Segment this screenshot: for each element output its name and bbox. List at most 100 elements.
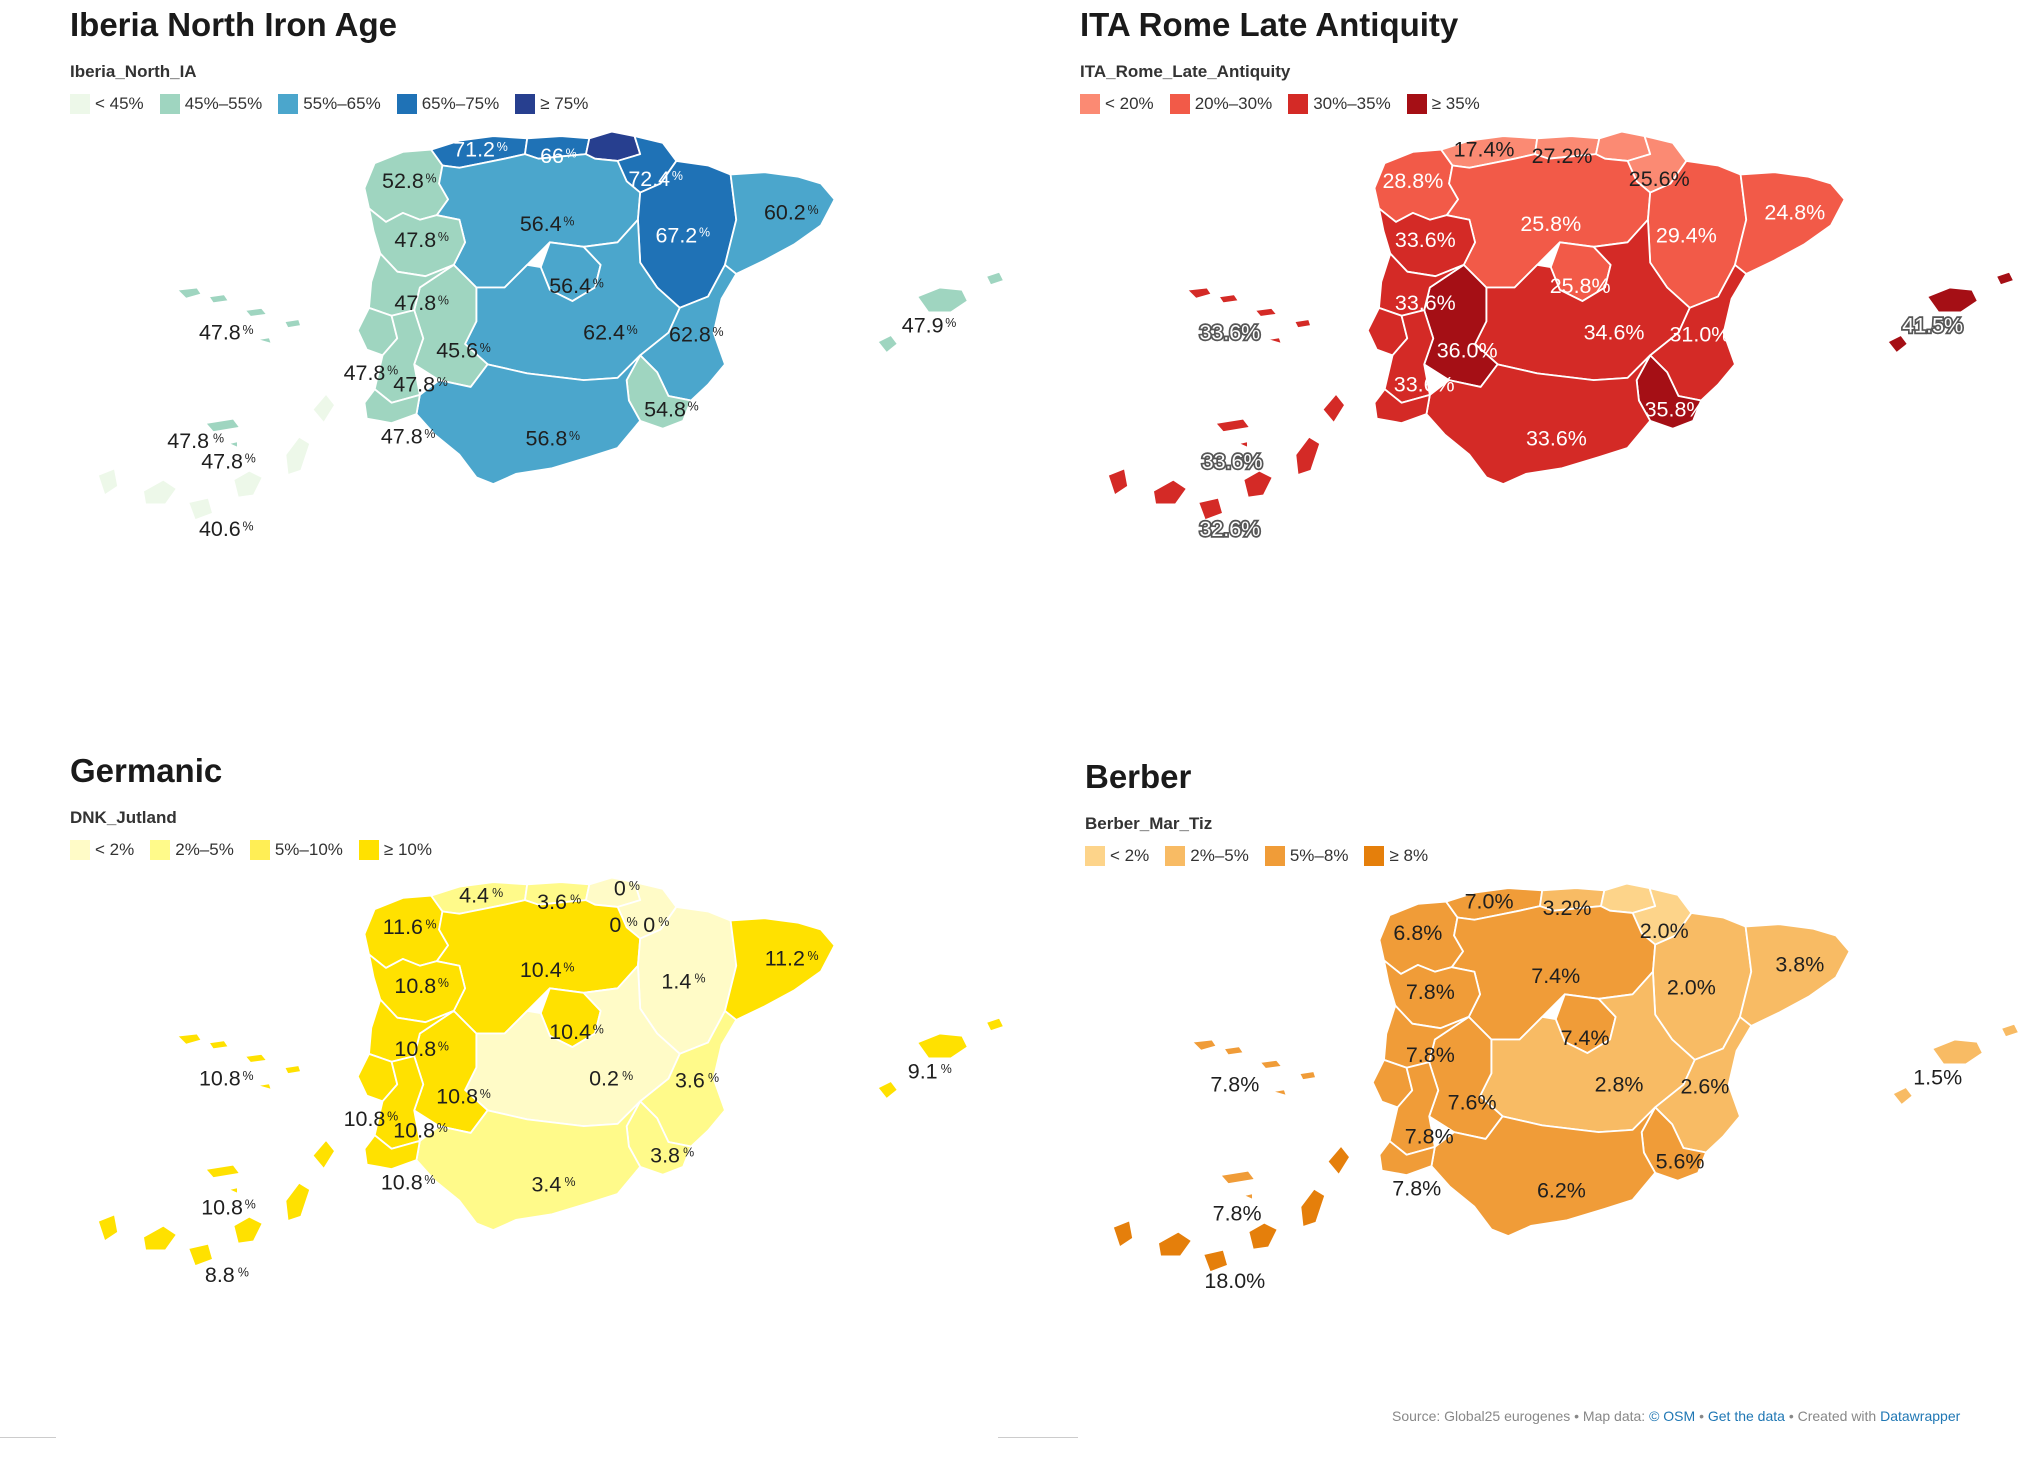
source-credit: Source: Global25 eurogenes • Map data: ©… <box>1392 1408 1960 1424</box>
legend-swatch <box>1288 94 1309 114</box>
region-value-label: 24.8% <box>1764 201 1825 225</box>
region-value-label: 47.8 <box>201 449 243 473</box>
percent-sign: % <box>694 972 705 986</box>
region-balearic[interactable] <box>1886 270 2015 354</box>
region-madeira[interactable] <box>204 417 242 449</box>
percent-sign: % <box>563 960 574 974</box>
labels-group: 28.8% 17.4% 27.2% 25.6% 25.8% 29.4% 24.8% 25.8%… <box>1198 137 1965 542</box>
region-value-label: 72.4 <box>628 167 670 191</box>
legend-item: 2%–5% <box>150 840 234 860</box>
region-balearic[interactable] <box>876 1016 1005 1100</box>
percent-sign: % <box>941 1062 952 1076</box>
region-value-label: 28.8% <box>1382 169 1443 193</box>
region-portugal-algarve[interactable] <box>1373 388 1431 425</box>
region-catalonia[interactable] <box>1734 171 1846 275</box>
percent-sign: % <box>672 169 683 183</box>
region-value-label: 7.4% <box>1561 1026 1610 1050</box>
legend-label: ≥ 10% <box>383 840 432 859</box>
region-canaries[interactable] <box>1106 392 1347 522</box>
region-value-label: 41.5% <box>1902 314 1963 338</box>
regions-group <box>96 876 1005 1268</box>
region-value-label: 2.0% <box>1640 919 1689 943</box>
region-value-label: 33.6% <box>1202 449 1263 473</box>
percent-sign: % <box>564 1175 575 1189</box>
region-value-label: 7.8% <box>1406 1043 1455 1067</box>
region-value-label: 3.8 <box>650 1143 680 1167</box>
region-value-label: 7.8% <box>1406 980 1455 1004</box>
region-andalusia[interactable] <box>1425 354 1652 486</box>
region-catalonia[interactable] <box>1739 923 1851 1027</box>
region-value-label: 10.8 <box>393 1118 435 1142</box>
legend-item: 20%–30% <box>1169 94 1272 114</box>
region-azores[interactable] <box>1185 286 1313 345</box>
region-portugal-centre[interactable] <box>368 998 455 1063</box>
region-value-label: 10.8 <box>394 974 436 998</box>
region-portugal-algarve[interactable] <box>363 388 421 425</box>
region-value-label: 3.8% <box>1775 953 1824 977</box>
region-portugal-centre[interactable] <box>1378 252 1465 317</box>
region-value-label: 56.8 <box>526 427 568 451</box>
legend-swatch <box>70 840 90 860</box>
region-value-label: 2.8% <box>1595 1072 1644 1096</box>
separator: • <box>1699 1408 1704 1424</box>
region-value-label: 10.8 <box>436 1085 478 1109</box>
percent-sign: % <box>242 1069 253 1083</box>
region-value-label: 62.4 <box>583 320 625 344</box>
region-madeira[interactable] <box>1214 417 1252 449</box>
region-value-label: 11.6 <box>383 915 423 939</box>
region-canaries[interactable] <box>96 392 337 522</box>
legend-swatch <box>1169 94 1190 114</box>
region-canaries[interactable] <box>96 1138 337 1268</box>
legend-item: ≥ 35% <box>1406 94 1480 114</box>
region-balearic[interactable] <box>876 270 1005 354</box>
region-value-label: 0 <box>614 877 626 901</box>
choropleth-map: 28.8% 17.4% 27.2% 25.6% 25.8% 29.4% 24.8% 25.8%… <box>1106 130 2015 543</box>
region-azores[interactable] <box>175 1032 303 1091</box>
percent-sign: % <box>387 364 398 378</box>
percent-sign: % <box>807 203 818 217</box>
osm-link[interactable]: © OSM <box>1649 1408 1696 1424</box>
region-portugal-algarve[interactable] <box>363 1134 421 1171</box>
region-azores[interactable] <box>175 286 303 345</box>
region-catalonia[interactable] <box>724 171 836 275</box>
region-madeira[interactable] <box>204 1163 242 1195</box>
percent-sign: % <box>807 949 818 963</box>
region-azores[interactable] <box>1190 1038 1318 1097</box>
region-value-label: 10.8 <box>394 1037 436 1061</box>
region-catalonia[interactable] <box>724 917 836 1021</box>
region-andalusia[interactable] <box>415 1100 642 1232</box>
region-value-label: 0 <box>609 913 621 937</box>
panel-title: Germanic <box>70 752 223 789</box>
region-portugal-centre[interactable] <box>1383 1004 1470 1069</box>
region-value-label: 6.8% <box>1393 921 1442 945</box>
percent-sign: % <box>242 519 253 533</box>
region-balearic[interactable] <box>1891 1022 2020 1106</box>
region-value-label: 60.2 <box>764 201 806 225</box>
region-andalusia[interactable] <box>1430 1106 1657 1238</box>
region-value-label: 56.4 <box>549 274 591 298</box>
region-value-label: 2.6% <box>1680 1075 1729 1099</box>
percent-sign: % <box>713 325 724 339</box>
legend-label: 30%–35% <box>1313 94 1391 113</box>
get-the-data-link[interactable]: Get the data <box>1707 1408 1785 1424</box>
region-andalusia[interactable] <box>415 354 642 486</box>
legend-swatch <box>1364 846 1385 866</box>
legend-swatch <box>396 94 417 114</box>
percent-sign: % <box>492 886 503 900</box>
percent-sign: % <box>569 429 580 443</box>
region-value-label: 10.8 <box>201 1195 243 1219</box>
percent-sign: % <box>426 917 437 931</box>
region-value-label: 11.2 <box>765 947 805 971</box>
legend-item: 30%–35% <box>1288 94 1391 114</box>
percent-sign: % <box>480 341 491 355</box>
region-portugal-algarve[interactable] <box>1378 1140 1436 1177</box>
datawrapper-link[interactable]: Datawrapper <box>1880 1408 1961 1424</box>
legend-label: < 2% <box>1110 846 1150 865</box>
legend-item: < 2% <box>1085 846 1149 866</box>
legend-label: 65%–75% <box>421 94 500 113</box>
region-portugal-centre[interactable] <box>368 252 455 317</box>
region-madeira[interactable] <box>1219 1169 1257 1201</box>
region-canaries[interactable] <box>1111 1144 1352 1274</box>
legend-label: 2%–5% <box>175 840 234 859</box>
percent-sign: % <box>570 893 581 907</box>
